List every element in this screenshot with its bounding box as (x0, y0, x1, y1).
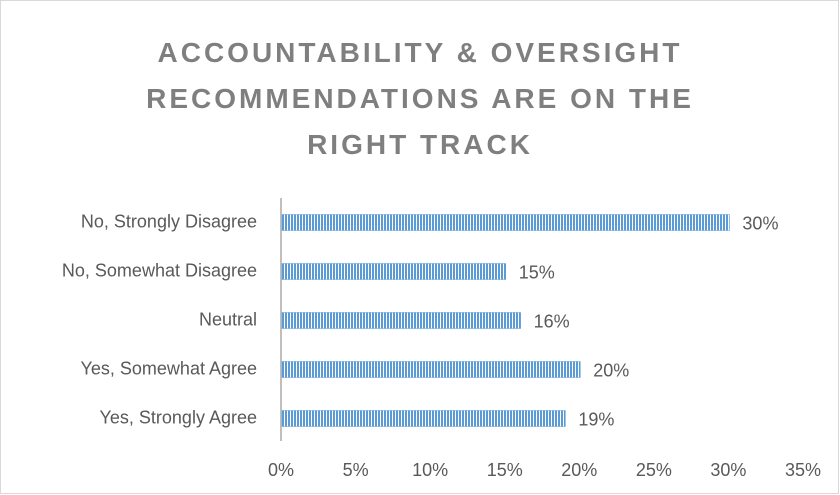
data-label: 16% (534, 311, 570, 331)
x-tick-label: 30% (710, 460, 746, 480)
y-tick-label: No, Somewhat Disagree (62, 260, 257, 280)
data-label: 15% (519, 262, 555, 282)
x-tick-label: 25% (636, 460, 672, 480)
bar (281, 263, 506, 280)
data-label: 19% (578, 409, 614, 429)
bar (281, 214, 730, 231)
x-tick-label: 5% (343, 460, 369, 480)
y-tick-label: Yes, Somewhat Agree (81, 358, 257, 378)
x-tick-label: 0% (268, 460, 294, 480)
x-tick-label: 10% (412, 460, 448, 480)
y-tick-label: Neutral (199, 309, 257, 329)
chart-title: ACCOUNTABILITY & OVERSIGHT RECOMMENDATIO… (146, 37, 694, 160)
x-tick-label: 20% (561, 460, 597, 480)
data-label: 20% (593, 360, 629, 380)
y-tick-label: No, Strongly Disagree (81, 211, 257, 231)
x-tick-label: 35% (785, 460, 821, 480)
bar (281, 361, 581, 378)
data-label: 30% (742, 213, 778, 233)
bar (281, 410, 566, 427)
bar (281, 312, 521, 329)
y-tick-label: Yes, Strongly Agree (100, 407, 257, 427)
x-tick-label: 15% (487, 460, 523, 480)
